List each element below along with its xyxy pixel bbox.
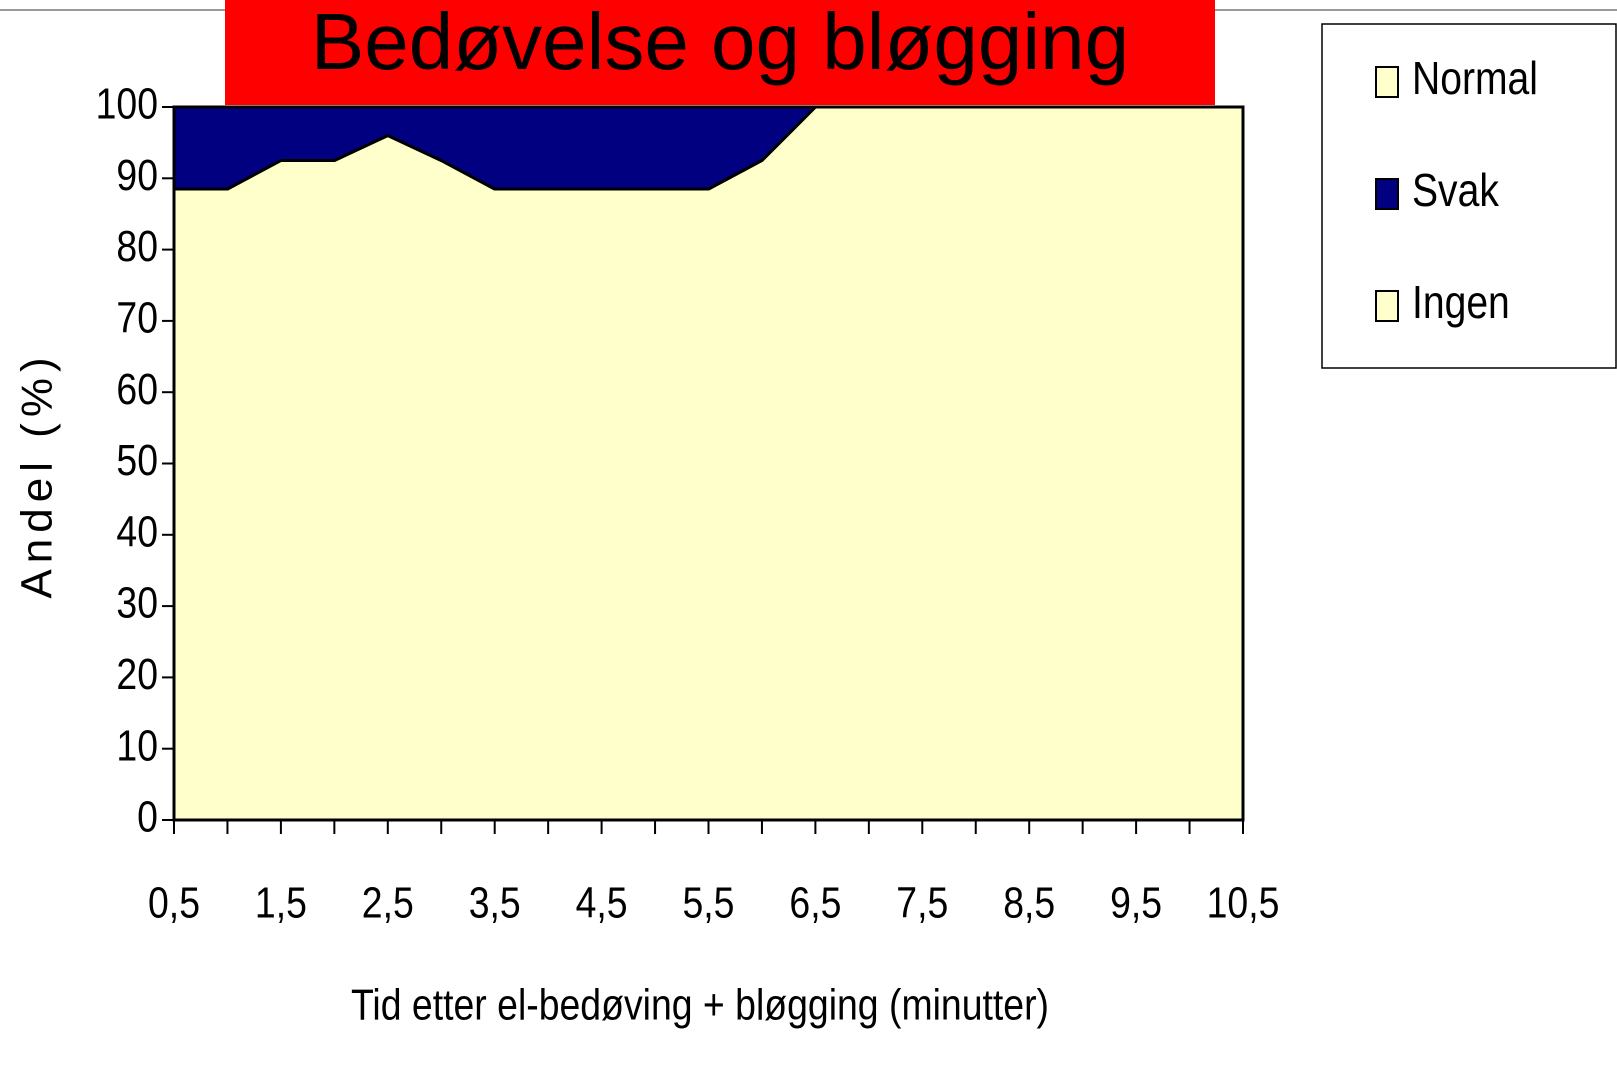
legend-label: Svak: [1412, 165, 1499, 217]
x-tick-label: 0,5: [148, 878, 200, 928]
legend-label: Ingen: [1412, 277, 1510, 329]
legend-swatch: [1375, 66, 1399, 98]
x-tick-label: 3,5: [469, 878, 521, 928]
x-tick-label: 2,5: [362, 878, 414, 928]
x-tick-label: 7,5: [896, 878, 948, 928]
legend-box: [1321, 23, 1617, 369]
x-tick-label: 1,5: [255, 878, 307, 928]
y-tick-label: 50: [116, 435, 158, 485]
x-tick-label: 10,5: [1207, 878, 1280, 928]
title-background: [225, 0, 1215, 105]
area: [172, 105, 1245, 822]
y-tick-label: 10: [116, 720, 158, 770]
y-axis-label: Andel (%): [13, 351, 62, 598]
y-tick-label: 0: [137, 792, 158, 842]
y-tick-label: 80: [116, 221, 158, 271]
x-tick-label: 6,5: [789, 878, 841, 928]
y-tick-label: 70: [116, 293, 158, 343]
y-tick-label: 20: [116, 649, 158, 699]
x-tick-label: 9,5: [1110, 878, 1162, 928]
x-axis-label: Tid etter el-bedøving + bløgging (minutt…: [351, 980, 1049, 1030]
legend-swatch: [1375, 290, 1399, 322]
y-tick-label: 90: [116, 150, 158, 200]
y-tick-label: 100: [96, 79, 158, 129]
x-tick-label: 5,5: [683, 878, 735, 928]
chart-title: Bedøvelse og bløgging: [311, 0, 1129, 86]
x-tick-label: 4,5: [576, 878, 628, 928]
y-tick-label: 30: [116, 578, 158, 628]
legend-swatch: [1375, 178, 1399, 210]
x-tick-label: 8,5: [1003, 878, 1055, 928]
legend-label: Normal: [1412, 53, 1538, 105]
y-tick-label: 40: [116, 507, 158, 557]
y-tick-label: 60: [116, 364, 158, 414]
